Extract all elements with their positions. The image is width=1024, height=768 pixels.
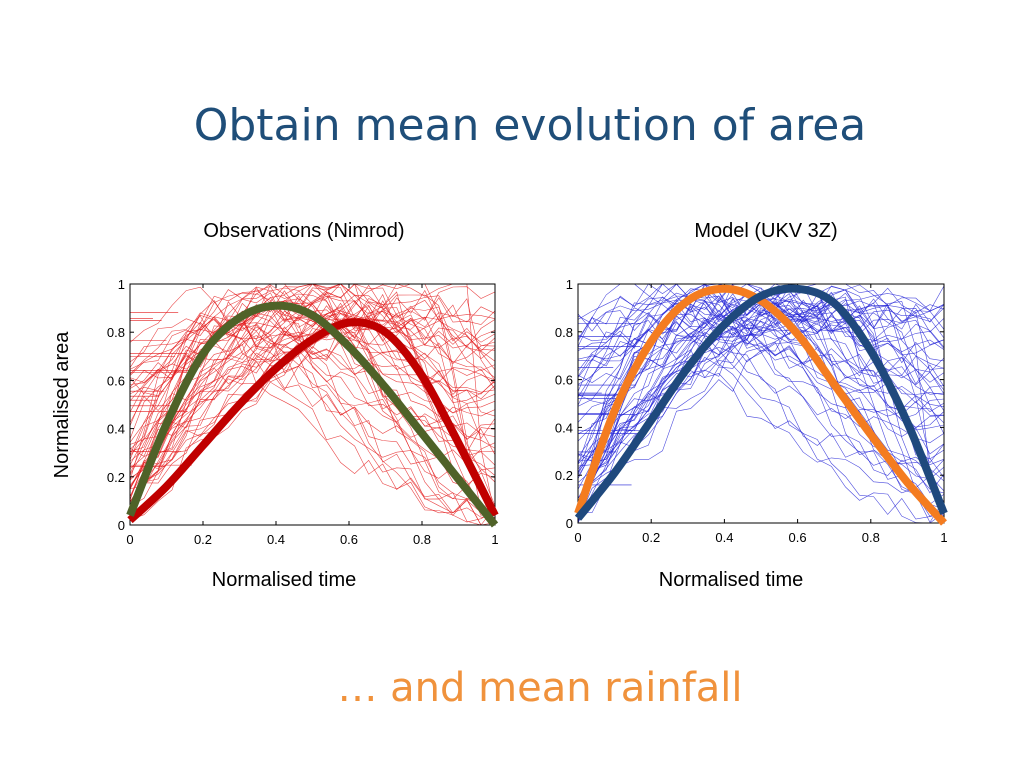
mod-y-tick-label: 1 — [566, 277, 573, 292]
mod-trace — [578, 320, 944, 523]
mod-trace — [578, 306, 944, 523]
mod-y-tick-label: 0.4 — [555, 420, 573, 435]
obs-x-tick-label: 0 — [126, 532, 133, 547]
model-chart-title: Model (UKV 3Z) — [694, 220, 838, 242]
mod-trace — [578, 284, 944, 506]
obs-trace — [130, 289, 495, 490]
mod-y-tick-label: 0 — [566, 516, 573, 531]
obs-trace — [130, 293, 495, 404]
obs-trace — [130, 294, 495, 514]
mod-x-tick-label: 0.2 — [642, 530, 660, 545]
mod-trace — [578, 284, 944, 420]
obs-trace — [130, 298, 495, 395]
obs-trace — [130, 284, 495, 488]
obs-trace — [130, 289, 495, 510]
obs-trace — [130, 335, 495, 525]
obs-y-tick-label: 0.4 — [107, 422, 125, 437]
obs-x-tick-label: 0.4 — [267, 532, 285, 547]
obs-trace — [130, 286, 495, 498]
mod-trace — [578, 303, 944, 477]
mod-trace — [578, 291, 944, 523]
obs-trace — [130, 294, 495, 525]
mod-trace — [578, 292, 944, 463]
mod-trace — [578, 302, 944, 520]
obs-trace — [130, 312, 495, 516]
mod-trace — [578, 293, 944, 372]
mod-trace — [578, 310, 944, 429]
mod-trace — [578, 284, 944, 522]
obs-trace — [130, 324, 495, 427]
obs-trace — [130, 312, 495, 450]
mod-trace — [578, 299, 944, 442]
mod-x-tick-label: 1 — [940, 530, 947, 545]
obs-trace — [130, 302, 495, 487]
mod-trace — [578, 284, 944, 444]
mod-trace — [578, 284, 944, 413]
model-x-axis-label: Normalised time — [658, 569, 804, 591]
obs-trace — [130, 317, 495, 456]
mod-trace — [578, 284, 944, 505]
footer-text: … and mean rainfall — [337, 665, 743, 711]
mod-x-tick-label: 0 — [574, 530, 581, 545]
mod-trace — [578, 284, 944, 480]
obs-x-tick-label: 0.6 — [340, 532, 358, 547]
obs-plot-frame — [129, 283, 496, 526]
obs-trace — [130, 293, 495, 523]
obs-trace — [130, 286, 495, 516]
observations-x-axis-label: Normalised time — [211, 569, 357, 591]
mod-y-tick-label: 0.6 — [555, 373, 573, 388]
obs-x-tick-label: 1 — [491, 532, 498, 547]
mod-x-tick-label: 0.6 — [789, 530, 807, 545]
obs-mean-series-0 — [127, 318, 499, 524]
obs-trace — [130, 296, 495, 481]
obs-background-traces — [130, 284, 495, 525]
obs-x-tick-label: 0.8 — [413, 532, 431, 547]
mod-x-tick-label: 0.4 — [715, 530, 733, 545]
obs-trace — [130, 284, 495, 525]
observations-chart-title: Observations (Nimrod) — [203, 220, 405, 242]
mod-y-tick-label: 0.2 — [555, 468, 573, 483]
mod-x-tick-label: 0.8 — [862, 530, 880, 545]
obs-y-tick-label: 0 — [118, 518, 125, 533]
obs-y-tick-label: 0.8 — [107, 325, 125, 340]
obs-trace — [130, 315, 495, 423]
obs-trace — [130, 287, 495, 460]
obs-y-tick-label: 0.6 — [107, 373, 125, 388]
mod-trace — [578, 296, 944, 458]
obs-x-tick-label: 0.2 — [194, 532, 212, 547]
obs-trace — [130, 304, 495, 490]
mod-background-traces — [578, 284, 944, 523]
obs-trace — [130, 286, 495, 445]
obs-y-tick-label: 1 — [118, 277, 125, 292]
mod-trace — [578, 287, 944, 461]
mod-trace — [578, 305, 944, 483]
mod-trace — [578, 314, 944, 459]
obs-trace — [130, 305, 495, 470]
mod-plot-frame — [577, 283, 945, 524]
obs-trace — [130, 290, 495, 525]
obs-trace — [130, 297, 495, 363]
obs-trace — [130, 301, 495, 516]
obs-trace — [130, 301, 495, 525]
mod-trace — [578, 289, 944, 508]
obs-y-tick-label: 0.2 — [107, 470, 125, 485]
mod-mean-series-1 — [574, 284, 948, 521]
mod-y-tick-label: 0.8 — [555, 325, 573, 340]
obs-mean-series-1 — [126, 301, 499, 528]
obs-trace — [130, 312, 495, 486]
obs-trace — [130, 315, 495, 518]
mod-trace — [578, 298, 944, 423]
slide-title: Obtain mean evolution of area — [193, 100, 867, 151]
